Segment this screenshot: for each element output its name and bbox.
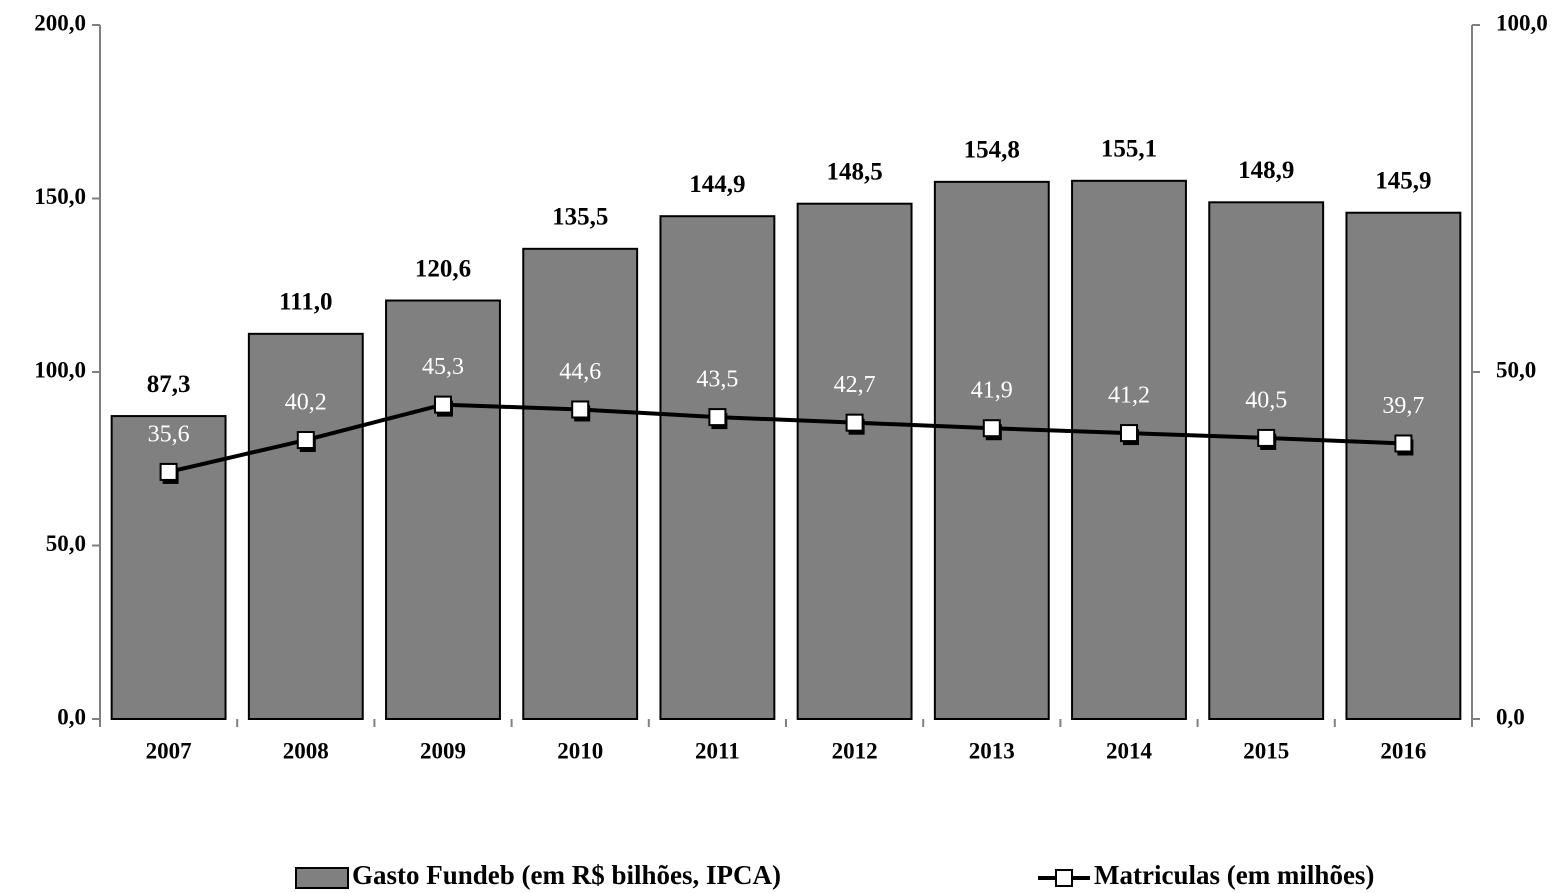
line-label: 35,6 bbox=[148, 421, 190, 447]
marker bbox=[708, 408, 727, 427]
marker bbox=[982, 419, 1001, 438]
x-tick-label: 2012 bbox=[832, 738, 878, 763]
bar bbox=[933, 180, 1050, 720]
bar-label: 111,0 bbox=[279, 289, 333, 316]
bar-label: 87,3 bbox=[147, 371, 191, 398]
bar-label: 120,6 bbox=[415, 255, 471, 282]
bar bbox=[1071, 179, 1187, 721]
marker bbox=[296, 431, 315, 450]
legend-label: Matriculas (em milhões) bbox=[1094, 860, 1374, 890]
bar bbox=[659, 215, 776, 721]
bar bbox=[1345, 211, 1462, 721]
y-tick-label: 100,0 bbox=[34, 357, 86, 382]
y2-tick-label: 50,0 bbox=[1496, 357, 1536, 382]
bar-label: 148,5 bbox=[826, 158, 882, 185]
x-tick-label: 2015 bbox=[1243, 738, 1289, 763]
bar bbox=[1208, 201, 1325, 720]
marker bbox=[434, 395, 452, 414]
x-tick-label: 2008 bbox=[283, 738, 329, 763]
legend-swatch bbox=[295, 867, 349, 889]
y2-tick-label: 0,0 bbox=[1496, 704, 1525, 729]
x-tick-label: 2014 bbox=[1106, 738, 1153, 763]
bar bbox=[385, 299, 501, 720]
bar bbox=[247, 332, 364, 720]
line-label: 44,6 bbox=[559, 359, 601, 385]
x-tick-label: 2007 bbox=[146, 738, 192, 763]
bar-label: 154,8 bbox=[964, 137, 1020, 164]
marker bbox=[1120, 424, 1138, 443]
y-tick-label: 50,0 bbox=[46, 531, 86, 556]
line-label: 42,7 bbox=[834, 372, 876, 398]
x-tick-label: 2011 bbox=[695, 738, 740, 763]
bar-label: 144,9 bbox=[689, 171, 745, 198]
x-tick-label: 2016 bbox=[1380, 738, 1426, 763]
line-label: 43,5 bbox=[696, 367, 738, 393]
bar bbox=[796, 202, 913, 720]
marker bbox=[1257, 428, 1276, 447]
bar-label: 155,1 bbox=[1101, 136, 1157, 163]
line-label: 41,9 bbox=[971, 378, 1013, 404]
y-tick-label: 200,0 bbox=[34, 10, 86, 35]
line-label: 39,7 bbox=[1382, 393, 1424, 419]
line-label: 40,5 bbox=[1245, 387, 1287, 413]
x-tick-label: 2009 bbox=[420, 738, 466, 763]
bar-label: 145,9 bbox=[1375, 167, 1431, 194]
line bbox=[168, 402, 1404, 474]
marker bbox=[159, 462, 178, 481]
x-tick-label: 2010 bbox=[557, 738, 603, 763]
line-label: 40,2 bbox=[285, 390, 327, 416]
bar bbox=[110, 415, 227, 720]
y2-tick-label: 100,0 bbox=[1496, 10, 1548, 35]
legend-marker bbox=[1055, 869, 1073, 887]
bar-label: 135,5 bbox=[552, 204, 608, 231]
bar-label: 148,9 bbox=[1238, 157, 1294, 184]
line-label: 41,2 bbox=[1108, 383, 1150, 409]
marker bbox=[1394, 434, 1413, 453]
line-label: 45,3 bbox=[422, 354, 464, 380]
legend-label: Gasto Fundeb (em R$ bilhões, IPCA) bbox=[352, 860, 781, 890]
marker bbox=[845, 413, 864, 432]
y-tick-label: 150,0 bbox=[34, 184, 86, 209]
marker bbox=[571, 400, 590, 419]
y-tick-label: 0,0 bbox=[57, 704, 86, 729]
x-tick-label: 2013 bbox=[969, 738, 1015, 763]
bar bbox=[522, 247, 639, 720]
